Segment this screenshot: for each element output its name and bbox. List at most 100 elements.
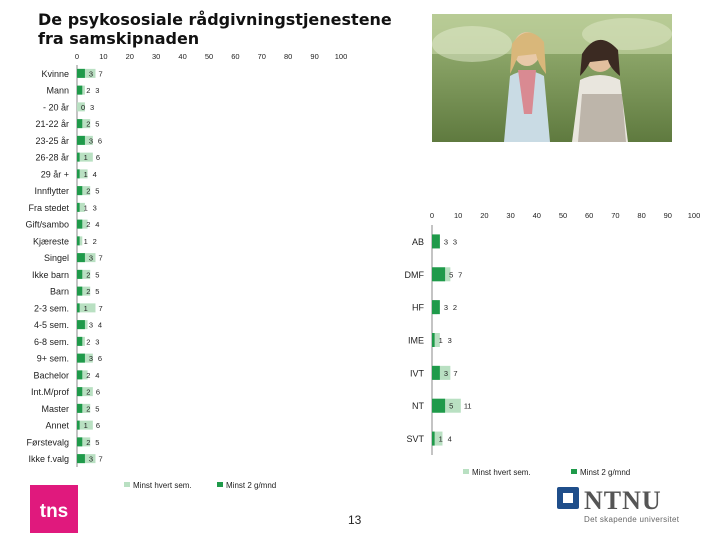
bar-minst-2-g-mnd bbox=[77, 169, 80, 179]
bar-minst-2-g-mnd bbox=[77, 320, 85, 330]
data-label-minst-hvert-sem: 4 bbox=[448, 435, 452, 444]
data-label-minst-2-g-mnd: 2 bbox=[86, 120, 90, 129]
data-label-minst-hvert-sem: 6 bbox=[98, 354, 102, 363]
bar-minst-2-g-mnd bbox=[77, 202, 80, 212]
category-label: DMF bbox=[405, 270, 425, 280]
bar-minst-2-g-mnd bbox=[77, 135, 85, 145]
category-label: SVT bbox=[406, 434, 424, 444]
data-label-minst-hvert-sem: 6 bbox=[96, 388, 100, 397]
data-label-minst-2-g-mnd: 3 bbox=[89, 455, 93, 464]
x-tick-label: 30 bbox=[506, 211, 514, 220]
bar-minst-hvert-sem bbox=[77, 119, 91, 129]
title-line-1: De psykososiale rådgivningstjenestene bbox=[38, 10, 392, 29]
bar-minst-2-g-mnd bbox=[432, 234, 440, 249]
data-label-minst-hvert-sem: 7 bbox=[458, 270, 462, 279]
slide-title: De psykososiale rådgivningstjenestene fr… bbox=[38, 10, 392, 48]
bar-minst-hvert-sem bbox=[77, 152, 93, 162]
x-tick-label: 0 bbox=[430, 211, 434, 220]
legend-swatch-minst-2-g-mnd bbox=[217, 482, 223, 487]
data-label-minst-2-g-mnd: 3 bbox=[89, 69, 93, 78]
bar-minst-2-g-mnd bbox=[432, 267, 446, 282]
legend-label-minst-2-g-mnd: Minst 2 g/mnd bbox=[226, 481, 276, 490]
bar-minst-2-g-mnd bbox=[77, 152, 80, 162]
category-label: IVT bbox=[410, 368, 425, 378]
x-tick-label: 40 bbox=[533, 211, 541, 220]
legend-label-minst-2-g-mnd: Minst 2 g/mnd bbox=[580, 468, 630, 477]
data-label-minst-hvert-sem: 7 bbox=[98, 455, 102, 464]
x-tick-label: 90 bbox=[664, 211, 672, 220]
data-label-minst-hvert-sem: 5 bbox=[95, 438, 99, 447]
category-label: Kjæreste bbox=[33, 236, 69, 246]
x-tick-label: 80 bbox=[284, 52, 292, 61]
category-label: - 20 år bbox=[43, 102, 69, 112]
data-label-minst-hvert-sem: 11 bbox=[464, 402, 472, 411]
data-label-minst-2-g-mnd: 2 bbox=[86, 371, 90, 380]
data-label-minst-2-g-mnd: 3 bbox=[89, 354, 93, 363]
tns-logo: tns bbox=[30, 485, 78, 533]
two-women-photo bbox=[432, 14, 672, 142]
x-tick-label: 100 bbox=[688, 211, 701, 220]
bar-minst-2-g-mnd bbox=[77, 269, 83, 279]
data-label-minst-2-g-mnd: 2 bbox=[86, 404, 90, 413]
data-label-minst-2-g-mnd: 1 bbox=[439, 435, 443, 444]
category-label: Kvinne bbox=[41, 69, 69, 79]
bar-minst-2-g-mnd bbox=[77, 437, 83, 447]
bar-minst-hvert-sem bbox=[77, 169, 88, 179]
x-tick-label: 70 bbox=[611, 211, 619, 220]
bar-minst-2-g-mnd bbox=[77, 454, 85, 464]
bar-minst-2-g-mnd bbox=[77, 68, 85, 78]
data-label-minst-hvert-sem: 4 bbox=[93, 170, 97, 179]
data-label-minst-2-g-mnd: 1 bbox=[84, 170, 88, 179]
data-label-minst-hvert-sem: 4 bbox=[98, 321, 102, 330]
x-tick-label: 0 bbox=[75, 52, 79, 61]
data-label-minst-hvert-sem: 3 bbox=[93, 203, 97, 212]
data-label-minst-2-g-mnd: 5 bbox=[449, 402, 453, 411]
x-tick-label: 80 bbox=[637, 211, 645, 220]
bar-minst-2-g-mnd bbox=[77, 219, 83, 229]
category-label: Barn bbox=[50, 287, 69, 297]
bar-minst-2-g-mnd bbox=[432, 333, 435, 347]
ntnu-logo-name: NTNU bbox=[584, 486, 662, 515]
bar-minst-2-g-mnd bbox=[432, 365, 440, 380]
data-label-minst-hvert-sem: 6 bbox=[96, 153, 100, 162]
data-label-minst-hvert-sem: 5 bbox=[95, 270, 99, 279]
data-label-minst-hvert-sem: 5 bbox=[95, 404, 99, 413]
bar-minst-hvert-sem bbox=[77, 286, 91, 296]
data-label-minst-hvert-sem: 4 bbox=[95, 220, 99, 229]
bar-minst-hvert-sem bbox=[77, 253, 96, 263]
bar-minst-2-g-mnd bbox=[77, 253, 85, 263]
data-label-minst-2-g-mnd: 3 bbox=[444, 303, 448, 312]
category-label: 2-3 sem. bbox=[34, 303, 69, 313]
bar-minst-2-g-mnd bbox=[77, 236, 80, 246]
x-tick-label: 30 bbox=[152, 52, 160, 61]
category-label: Førstevalg bbox=[26, 437, 69, 447]
category-label: Fra stedet bbox=[28, 203, 69, 213]
data-label-minst-hvert-sem: 5 bbox=[95, 187, 99, 196]
data-label-minst-hvert-sem: 2 bbox=[453, 303, 457, 312]
data-label-minst-hvert-sem: 5 bbox=[95, 120, 99, 129]
ntnu-logo-tagline: Det skapende universitet bbox=[584, 515, 680, 524]
bar-minst-hvert-sem bbox=[77, 202, 85, 212]
x-tick-label: 60 bbox=[585, 211, 593, 220]
data-label-minst-2-g-mnd: 1 bbox=[84, 304, 88, 313]
category-label: Innflytter bbox=[34, 186, 69, 196]
bar-minst-2-g-mnd bbox=[77, 303, 80, 313]
data-label-minst-2-g-mnd: 0 bbox=[81, 103, 85, 112]
bar-minst-hvert-sem bbox=[77, 102, 85, 112]
data-label-minst-2-g-mnd: 2 bbox=[86, 438, 90, 447]
x-tick-label: 100 bbox=[335, 52, 348, 61]
data-label-minst-hvert-sem: 4 bbox=[95, 371, 99, 380]
legend-swatch-minst-hvert-sem bbox=[124, 482, 130, 487]
category-label: AB bbox=[412, 237, 424, 247]
legend-swatch-minst-hvert-sem bbox=[463, 469, 469, 474]
x-tick-label: 50 bbox=[205, 52, 213, 61]
bar-minst-hvert-sem bbox=[77, 186, 91, 196]
category-label: NT bbox=[412, 401, 424, 411]
data-label-minst-2-g-mnd: 1 bbox=[84, 153, 88, 162]
category-label: Ikke barn bbox=[32, 270, 69, 280]
category-label: Annet bbox=[45, 421, 69, 431]
tns-logo-text: tns bbox=[40, 501, 69, 522]
